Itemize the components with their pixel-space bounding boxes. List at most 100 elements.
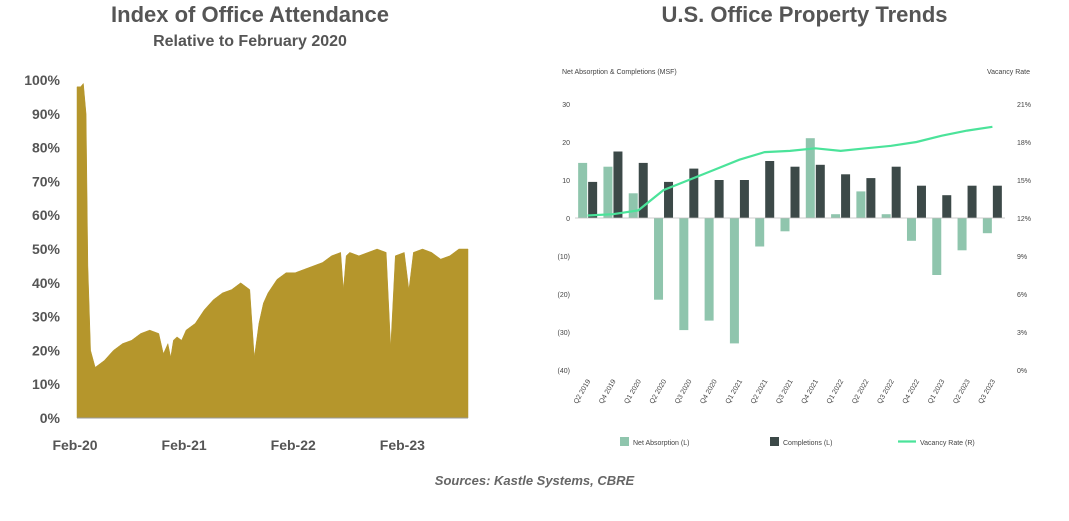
left-y-tick: 10	[562, 178, 570, 185]
attendance-y-tick: 40%	[32, 275, 61, 291]
quarter-tick: Q2 2022	[851, 378, 871, 405]
right-y-tick: 15%	[1017, 178, 1031, 185]
quarter-tick: Q3 2021	[775, 378, 795, 405]
quarter-tick: Q3 2020	[674, 378, 694, 405]
legend-net-absorption-label: Net Absorption (L)	[633, 440, 689, 447]
completions-bar	[714, 180, 724, 218]
completions-bar	[739, 180, 749, 218]
net-absorption-bar	[881, 214, 891, 218]
vacancy-rate-line	[587, 125, 993, 217]
net-absorption-bar	[906, 218, 916, 241]
legend-net-absorption-swatch	[620, 437, 629, 446]
attendance-chart-subtitle: Relative to February 2020	[153, 33, 347, 50]
completions-bar	[866, 178, 876, 218]
completions-bar	[967, 185, 977, 218]
right-y-tick: 6%	[1017, 292, 1027, 299]
attendance-x-tick: Feb-21	[162, 437, 207, 453]
quarter-tick: Q3 2023	[978, 378, 998, 405]
net-absorption-bar	[982, 218, 992, 234]
quarter-tick: Q4 2021	[801, 378, 821, 405]
net-absorption-bar	[831, 214, 841, 218]
right-axis-label: Vacancy Rate	[987, 69, 1030, 76]
right-y-tick: 9%	[1017, 254, 1027, 261]
net-absorption-bar	[628, 193, 638, 218]
completions-bar	[891, 166, 901, 218]
right-y-tick: 3%	[1017, 330, 1027, 337]
quarter-tick: Q4 2019	[598, 378, 618, 405]
quarter-tick: Q2 2021	[750, 378, 770, 405]
completions-bar	[916, 185, 926, 218]
completions-bar	[841, 174, 851, 218]
left-y-tick: (40)	[558, 368, 570, 375]
net-absorption-bar	[603, 166, 613, 218]
quarter-tick: Q3 2022	[876, 378, 896, 405]
net-absorption-bar	[729, 218, 739, 344]
quarter-tick: Q4 2022	[902, 378, 922, 405]
attendance-area-chart: 0% 10% 20% 30% 40% 50% 60% 70% 80% 90% 100% Feb-20…	[24, 72, 469, 453]
right-y-tick: 0%	[1017, 368, 1027, 375]
attendance-panel: Index of Office Attendance Relative to F…	[0, 0, 500, 480]
legend-completions-swatch	[770, 437, 779, 446]
net-absorption-bar	[704, 218, 714, 321]
attendance-y-tick: 30%	[32, 309, 61, 325]
net-absorption-bar	[856, 191, 866, 218]
completions-bar	[815, 164, 825, 218]
attendance-y-tick: 100%	[24, 72, 60, 88]
left-axis-label: Net Absorption & Completions (MSF)	[562, 69, 677, 76]
property-trends-panel: U.S. Office Property Trends Net Absorpti…	[540, 0, 1069, 480]
right-y-tick: 21%	[1017, 102, 1031, 109]
legend-vacancy-rate-label: Vacancy Rate (R)	[920, 440, 975, 447]
attendance-x-tick: Feb-23	[380, 437, 425, 453]
left-y-tick: (10)	[558, 254, 570, 261]
net-absorption-bar	[780, 218, 790, 232]
completions-bar	[942, 195, 952, 218]
completions-bar	[992, 185, 1002, 218]
attendance-y-tick: 90%	[32, 106, 61, 122]
quarter-tick: Q1 2020	[623, 378, 643, 405]
right-y-tick: 18%	[1017, 140, 1031, 147]
left-y-tick: 30	[562, 102, 570, 109]
net-absorption-bar	[654, 218, 664, 300]
completions-bar	[765, 161, 775, 218]
net-absorption-bar	[805, 138, 815, 218]
completions-bar	[664, 181, 674, 218]
property-trends-chart: Net Absorption & Completions (MSF) Vacan…	[558, 69, 1031, 447]
net-absorption-bar	[932, 218, 942, 275]
attendance-y-tick: 80%	[32, 140, 61, 156]
quarter-tick: Q2 2023	[952, 378, 972, 405]
quarter-tick: Q4 2020	[699, 378, 719, 405]
net-absorption-bar	[578, 162, 588, 218]
quarter-tick: Q2 2020	[649, 378, 669, 405]
net-absorption-bar	[679, 218, 689, 331]
left-y-tick: 20	[562, 140, 570, 147]
net-absorption-bar	[755, 218, 765, 247]
completions-bar	[790, 166, 800, 218]
property-trends-title: U.S. Office Property Trends	[661, 2, 948, 27]
quarter-tick: Q2 2019	[573, 378, 593, 405]
quarter-tick: Q1 2021	[725, 378, 745, 405]
attendance-y-tick: 60%	[32, 207, 61, 223]
attendance-x-tick: Feb-20	[52, 437, 97, 453]
attendance-y-tick: 0%	[40, 410, 61, 426]
left-y-tick: (20)	[558, 292, 570, 299]
attendance-y-tick: 70%	[32, 173, 61, 189]
completions-bar	[638, 162, 648, 218]
quarter-tick: Q1 2022	[826, 378, 846, 405]
attendance-area	[76, 82, 469, 419]
net-absorption-bar	[957, 218, 967, 251]
attendance-y-tick: 50%	[32, 241, 61, 257]
attendance-chart-title: Index of Office Attendance	[111, 2, 389, 27]
completions-bar	[613, 151, 623, 218]
attendance-y-tick: 20%	[32, 342, 61, 358]
attendance-x-tick: Feb-22	[271, 437, 316, 453]
sources-note: Sources: Kastle Systems, CBRE	[434, 473, 635, 488]
legend-completions-label: Completions (L)	[783, 440, 832, 447]
left-y-tick: (30)	[558, 330, 570, 337]
attendance-y-tick: 10%	[32, 376, 61, 392]
completions-bar	[689, 168, 699, 218]
completions-bar	[588, 181, 598, 218]
left-y-tick: 0	[566, 216, 570, 223]
legend: Net Absorption (L) Completions (L) Vacan…	[620, 437, 975, 447]
quarter-tick: Q1 2023	[927, 378, 947, 405]
right-y-tick: 12%	[1017, 216, 1031, 223]
